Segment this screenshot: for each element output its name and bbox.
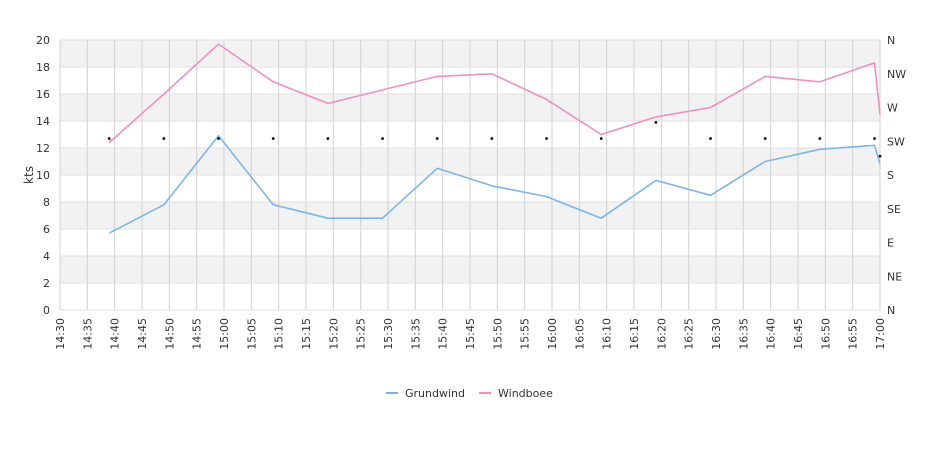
direction-axis-label: N xyxy=(887,34,895,47)
y-tick-label: 12 xyxy=(36,142,50,155)
direction-axis-label: S xyxy=(887,169,894,182)
y-axis-label: kts xyxy=(22,166,36,184)
y-axis-tick-labels: 0 2 4 6 8 10 12 14 16 18 20 xyxy=(36,34,50,317)
direction-axis-label: NW xyxy=(887,68,906,81)
x-tick-label: 16:50 xyxy=(819,318,832,350)
x-tick-label: 15:00 xyxy=(218,318,231,350)
y-tick-label: 14 xyxy=(36,115,50,128)
direction-axis-label: SE xyxy=(887,203,901,216)
x-tick-label: 15:45 xyxy=(464,318,477,350)
direction-marker xyxy=(435,137,439,140)
y-tick-label: 4 xyxy=(43,250,50,263)
direction-marker xyxy=(599,137,603,140)
x-tick-label: 15:30 xyxy=(382,318,395,350)
x-tick-label: 15:55 xyxy=(519,318,532,350)
x-tick-label: 16:10 xyxy=(601,318,614,350)
direction-marker xyxy=(271,137,275,140)
direction-marker xyxy=(107,137,111,140)
y-tick-label: 0 xyxy=(43,304,50,317)
x-tick-label: 14:55 xyxy=(191,318,204,350)
y-tick-label: 8 xyxy=(43,196,50,209)
x-tick-label: 14:50 xyxy=(163,318,176,350)
y-tick-label: 10 xyxy=(36,169,50,182)
direction-marker xyxy=(381,137,384,140)
direction-axis-label: E xyxy=(887,237,894,250)
direction-marker xyxy=(162,137,166,140)
x-axis-tick-labels: 14:30 14:35 14:40 14:45 14:50 14:55 15:00 15:05… xyxy=(54,318,887,350)
legend: Grundwind Windboee xyxy=(386,387,553,400)
y-tick-label: 18 xyxy=(36,61,50,74)
right-axis-direction-labels: N NE E SE S SW W NW N xyxy=(887,34,906,317)
x-tick-label: 16:00 xyxy=(546,318,559,350)
x-tick-label: 16:25 xyxy=(683,318,696,350)
series-lines xyxy=(108,43,881,234)
direction-marker xyxy=(654,120,658,124)
x-tick-label: 14:30 xyxy=(54,318,67,350)
x-tick-label: 15:25 xyxy=(355,318,368,350)
direction-marker xyxy=(878,154,882,158)
x-tick-label: 15:40 xyxy=(437,318,450,350)
x-tick-label: 14:35 xyxy=(81,318,94,350)
x-tick-label: 15:15 xyxy=(300,318,313,350)
x-tick-label: 15:10 xyxy=(273,318,286,350)
x-tick-label: 16:45 xyxy=(792,318,805,350)
direction-marker xyxy=(545,137,548,140)
direction-marker xyxy=(873,137,876,140)
direction-marker xyxy=(490,137,494,140)
x-tick-label: 16:35 xyxy=(737,318,750,350)
direction-marker xyxy=(326,137,330,140)
x-tick-label: 14:40 xyxy=(109,318,122,350)
horizontal-gridlines xyxy=(60,39,880,311)
y-tick-label: 16 xyxy=(36,88,50,101)
x-tick-label: 14:45 xyxy=(136,318,149,350)
y-tick-label: 6 xyxy=(43,223,50,236)
y-tick-label: 20 xyxy=(36,34,50,47)
x-tick-label: 16:40 xyxy=(765,318,778,350)
direction-axis-label: W xyxy=(887,102,898,115)
direction-marker xyxy=(709,137,712,140)
direction-axis-label: NE xyxy=(887,270,902,283)
x-tick-label: 17:00 xyxy=(874,318,887,350)
x-tick-label: 16:15 xyxy=(628,318,641,350)
direction-axis-label: N xyxy=(887,304,895,317)
series-line-windboee xyxy=(108,43,881,144)
x-tick-label: 15:50 xyxy=(491,318,504,350)
series-line-grundwind xyxy=(108,135,881,234)
y-tick-label: 2 xyxy=(43,277,50,290)
direction-marker xyxy=(763,137,767,140)
x-tick-label: 16:05 xyxy=(573,318,586,350)
x-tick-label: 16:30 xyxy=(710,318,723,350)
direction-axis-label: SW xyxy=(887,135,905,148)
x-tick-label: 15:35 xyxy=(409,318,422,350)
legend-entry: Grundwind xyxy=(405,387,465,400)
x-tick-label: 15:05 xyxy=(245,318,258,350)
x-tick-label: 15:20 xyxy=(327,318,340,350)
direction-marker xyxy=(217,137,220,140)
legend-entry: Windboee xyxy=(498,387,553,400)
direction-markers xyxy=(107,120,882,158)
x-tick-label: 16:55 xyxy=(847,318,860,350)
x-tick-label: 16:20 xyxy=(655,318,668,350)
direction-marker xyxy=(818,137,822,140)
